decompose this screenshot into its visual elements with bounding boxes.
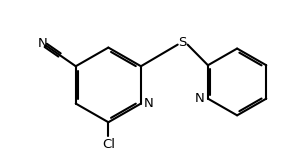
Text: N: N xyxy=(38,37,47,50)
Text: S: S xyxy=(178,36,187,49)
Text: N: N xyxy=(195,92,205,105)
Text: Cl: Cl xyxy=(102,138,115,151)
Text: N: N xyxy=(144,97,154,110)
